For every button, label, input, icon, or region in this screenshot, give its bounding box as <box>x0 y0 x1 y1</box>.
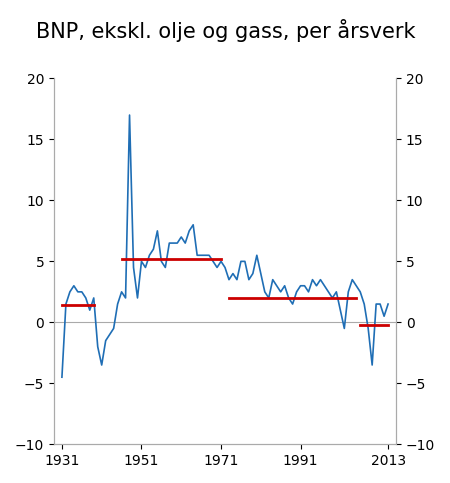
Text: BNP, ekskl. olje og gass, per årsverk: BNP, ekskl. olje og gass, per årsverk <box>36 19 415 43</box>
